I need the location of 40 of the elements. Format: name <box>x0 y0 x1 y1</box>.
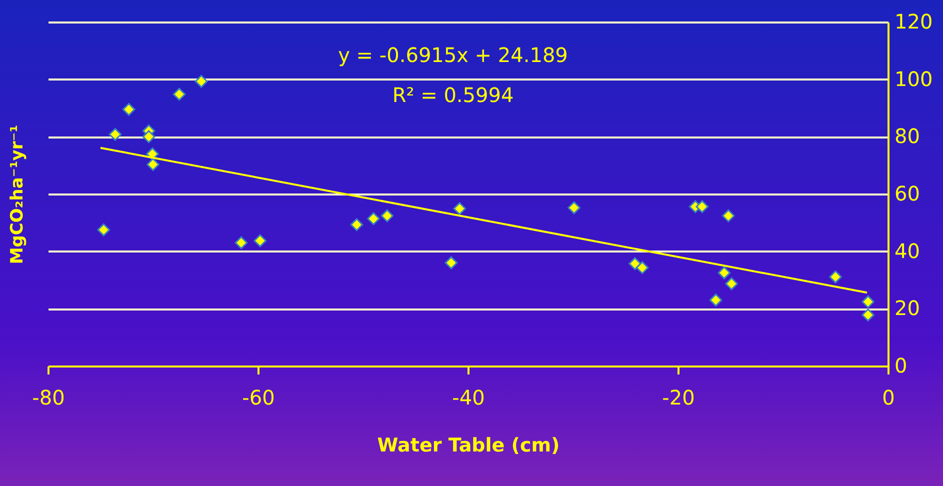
y-tick-label: 0 <box>894 354 908 378</box>
y-tick-label: 120 <box>894 10 933 34</box>
point <box>862 295 874 308</box>
point <box>444 256 458 270</box>
point <box>367 212 380 226</box>
point <box>453 202 466 216</box>
x-axis-title: Water Table (cm) <box>377 434 560 456</box>
x-tick-label: -80 <box>32 386 65 410</box>
point <box>108 128 122 141</box>
point <box>709 294 722 307</box>
y-tick-label: 80 <box>894 124 920 148</box>
point <box>636 261 649 274</box>
y-tick-label: 100 <box>894 66 933 91</box>
point <box>254 234 267 248</box>
point <box>568 201 580 214</box>
point <box>122 102 136 116</box>
point <box>628 257 642 270</box>
point <box>862 308 874 322</box>
point <box>718 266 731 280</box>
annotation: y = -0.6915x + 24.189 <box>338 43 568 67</box>
point <box>194 74 208 88</box>
point <box>172 88 186 101</box>
point <box>725 277 738 290</box>
point <box>146 158 160 171</box>
y-tick-label: 60 <box>894 182 920 206</box>
point <box>142 130 156 144</box>
point <box>696 200 709 214</box>
point <box>380 209 394 222</box>
point <box>350 218 364 232</box>
y-tick-label: 40 <box>894 238 920 263</box>
y-axis-title: MgCO₂ha⁻¹yr⁻¹ <box>8 124 28 264</box>
x-tick-label: -20 <box>662 386 695 410</box>
x-tick-label: -40 <box>452 386 485 410</box>
y-tick-label: 20 <box>894 296 920 320</box>
x-tick-label: -60 <box>242 386 275 410</box>
point <box>97 223 110 236</box>
annotation: R² = 0.5994 <box>392 83 514 107</box>
point <box>234 236 248 250</box>
point <box>829 270 842 284</box>
point <box>722 209 735 222</box>
